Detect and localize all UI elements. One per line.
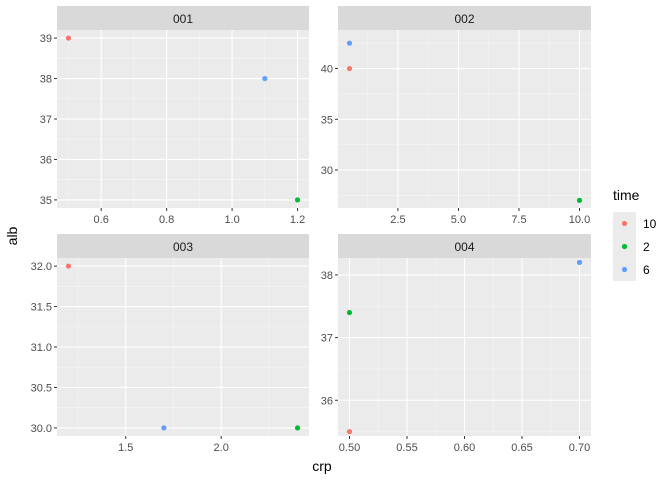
panels-layer: 001 0.6 0.8 1.0 1.2 35 36 37 38 39 002 2.5 5.0 7.5 10.… bbox=[31, 6, 591, 454]
y-tick-label: 36 bbox=[321, 395, 333, 407]
x-tick-label: 1.2 bbox=[290, 214, 305, 226]
y-tick-label: 35 bbox=[321, 114, 333, 126]
x-tick-label: 2.0 bbox=[214, 442, 229, 454]
y-tick-label: 38 bbox=[321, 270, 333, 282]
x-axis-title: crp bbox=[312, 458, 332, 474]
data-point-time-2 bbox=[576, 197, 583, 203]
data-point-time-2 bbox=[294, 197, 301, 203]
facet-strip-label: 004 bbox=[454, 240, 474, 254]
facet-panel-001: 001 0.6 0.8 1.0 1.2 35 36 37 38 39 bbox=[40, 6, 309, 226]
facet-strip bbox=[338, 6, 591, 30]
x-tick-label: 7.5 bbox=[511, 214, 526, 226]
y-tick-label: 36 bbox=[40, 154, 52, 166]
legend: time 10 2 6 bbox=[613, 187, 657, 281]
data-point-time-10 bbox=[346, 429, 353, 435]
facet-panel-004: 004 0.50 0.55 0.60 0.65 0.70 36 37 38 bbox=[321, 234, 591, 454]
legend-item-6: 6 bbox=[613, 258, 650, 281]
data-point-time-6 bbox=[576, 259, 583, 265]
facet-strip-label: 002 bbox=[454, 12, 474, 26]
legend-title: time bbox=[613, 187, 640, 203]
facet-strip-label: 003 bbox=[173, 240, 193, 254]
y-tick-label: 38 bbox=[40, 74, 52, 86]
data-point-time-6 bbox=[262, 75, 268, 82]
facet-panel-003: 003 1.5 2.0 30.0 30.5 31.0 31.5 32.0 bbox=[31, 234, 309, 454]
facet-strip bbox=[57, 234, 309, 258]
legend-key-point bbox=[621, 220, 628, 227]
x-tick-label: 0.6 bbox=[94, 214, 109, 226]
legend-item-10: 10 bbox=[613, 212, 657, 235]
y-tick-label: 39 bbox=[40, 33, 52, 45]
facet-strip bbox=[338, 234, 591, 258]
x-tick-label: 1.5 bbox=[118, 442, 133, 454]
legend-item-label: 10 bbox=[643, 217, 657, 231]
data-point-time-10 bbox=[65, 35, 72, 41]
y-tick-label: 31.5 bbox=[31, 302, 52, 314]
x-tick-label: 10.0 bbox=[569, 214, 590, 226]
data-point-time-10 bbox=[346, 65, 353, 72]
legend-key-point bbox=[621, 266, 628, 273]
facet-panel-002: 002 2.5 5.0 7.5 10.0 30 35 40 bbox=[321, 6, 591, 226]
legend-item-label: 2 bbox=[643, 240, 650, 254]
x-tick-label: 0.65 bbox=[511, 442, 532, 454]
data-point-time-6 bbox=[346, 40, 353, 46]
data-point-time-10 bbox=[65, 263, 72, 269]
data-point-time-6 bbox=[161, 425, 167, 431]
y-tick-label: 40 bbox=[321, 64, 333, 76]
y-tick-label: 31.0 bbox=[31, 342, 52, 354]
y-tick-label: 30.0 bbox=[31, 423, 52, 435]
y-axis-title: alb bbox=[4, 226, 20, 245]
data-point-time-2 bbox=[346, 309, 353, 316]
facet-strip bbox=[57, 6, 309, 30]
y-tick-label: 30 bbox=[321, 165, 333, 177]
y-tick-label: 32.0 bbox=[31, 261, 52, 273]
facet-strip-label: 001 bbox=[173, 12, 193, 26]
x-tick-label: 0.60 bbox=[454, 442, 475, 454]
y-tick-label: 37 bbox=[40, 114, 52, 126]
x-tick-label: 1.0 bbox=[224, 214, 239, 226]
legend-item-2: 2 bbox=[613, 235, 650, 258]
y-tick-label: 35 bbox=[40, 195, 52, 207]
legend-key-point bbox=[621, 243, 628, 250]
x-tick-label: 0.8 bbox=[159, 214, 174, 226]
y-tick-label: 37 bbox=[321, 333, 333, 345]
legend-item-label: 6 bbox=[643, 263, 650, 277]
data-point-time-2 bbox=[294, 425, 301, 431]
x-tick-label: 0.55 bbox=[396, 442, 417, 454]
y-tick-label: 30.5 bbox=[31, 382, 52, 394]
x-tick-label: 0.70 bbox=[569, 442, 590, 454]
x-tick-label: 5.0 bbox=[451, 214, 466, 226]
x-tick-label: 0.50 bbox=[339, 442, 360, 454]
x-tick-label: 2.5 bbox=[390, 214, 405, 226]
